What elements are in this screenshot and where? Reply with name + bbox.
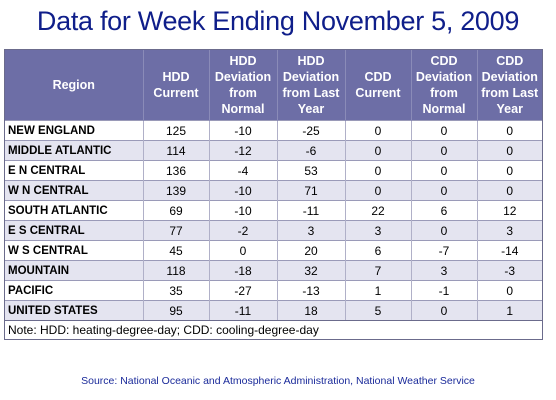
cell-cdd-deviation-last-year: 3 (477, 220, 542, 241)
table-row: MOUNTAIN 118 -18 32 7 3 -3 (5, 260, 542, 281)
cell-hdd-deviation-normal: -18 (209, 260, 278, 281)
cell-cdd-deviation-normal: 0 (411, 140, 478, 161)
cell-hdd-deviation-last-year: 18 (277, 300, 346, 320)
cell-cdd-deviation-normal: 3 (411, 260, 478, 281)
cell-hdd-deviation-last-year: 32 (277, 260, 346, 281)
cell-hdd-current: 136 (143, 160, 210, 181)
cell-hdd-current: 118 (143, 260, 210, 281)
cell-hdd-current: 125 (143, 120, 210, 141)
table-row: SOUTH ATLANTIC 69 -10 -11 22 6 12 (5, 200, 542, 221)
column-header-hdd-deviation-normal: HDD Deviation from Normal (209, 50, 278, 121)
table-row: W N CENTRAL 139 -10 71 0 0 0 (5, 180, 542, 201)
column-header-hdd-deviation-last-year: HDD Deviation from Last Year (277, 50, 346, 121)
cell-cdd-deviation-normal: 0 (411, 120, 478, 141)
cell-hdd-deviation-last-year: 71 (277, 180, 346, 201)
cell-cdd-deviation-normal: 0 (411, 300, 478, 320)
cell-cdd-current: 22 (345, 200, 412, 221)
cell-hdd-deviation-normal: -10 (209, 200, 278, 221)
cell-hdd-deviation-last-year: 20 (277, 240, 346, 261)
cell-hdd-deviation-last-year: -13 (277, 280, 346, 301)
cell-hdd-deviation-normal: -10 (209, 120, 278, 141)
cell-cdd-current: 0 (345, 140, 412, 161)
cell-cdd-deviation-last-year: 0 (477, 180, 542, 201)
cell-region: E N CENTRAL (5, 160, 144, 181)
source-citation: Source: National Oceanic and Atmospheric… (81, 375, 475, 387)
cell-cdd-current: 5 (345, 300, 412, 320)
column-header-hdd-current: HDD Current (143, 50, 210, 121)
cell-cdd-current: 7 (345, 260, 412, 281)
table-row: E N CENTRAL 136 -4 53 0 0 0 (5, 160, 542, 181)
cell-cdd-deviation-last-year: 0 (477, 140, 542, 161)
cell-cdd-deviation-last-year: 0 (477, 120, 542, 141)
cell-region: NEW ENGLAND (5, 120, 144, 141)
cell-hdd-deviation-normal: -11 (209, 300, 278, 320)
cell-hdd-current: 114 (143, 140, 210, 161)
cell-region: W S CENTRAL (5, 240, 144, 261)
cell-region: PACIFIC (5, 280, 144, 301)
column-header-cdd-current: CDD Current (345, 50, 412, 121)
cell-cdd-deviation-normal: 0 (411, 180, 478, 201)
cell-cdd-deviation-normal: -7 (411, 240, 478, 261)
cell-cdd-deviation-last-year: 0 (477, 160, 542, 181)
cell-cdd-current: 3 (345, 220, 412, 241)
table-row: W S CENTRAL 45 0 20 6 -7 -14 (5, 240, 542, 261)
cell-cdd-deviation-last-year: -14 (477, 240, 542, 261)
weather-data-table: Region HDD Current HDD Deviation from No… (4, 49, 543, 340)
page-title: Data for Week Ending November 5, 2009 (36, 6, 520, 36)
cell-cdd-deviation-normal: 0 (411, 160, 478, 181)
cell-hdd-current: 139 (143, 180, 210, 201)
cell-hdd-deviation-last-year: 53 (277, 160, 346, 181)
table-header-row: Region HDD Current HDD Deviation from No… (5, 50, 542, 121)
column-header-cdd-deviation-last-year: CDD Deviation from Last Year (477, 50, 542, 121)
cell-hdd-deviation-last-year: 3 (277, 220, 346, 241)
cell-hdd-deviation-normal: -10 (209, 180, 278, 201)
cell-cdd-current: 0 (345, 180, 412, 201)
cell-cdd-current: 6 (345, 240, 412, 261)
cell-cdd-deviation-last-year: 0 (477, 280, 542, 301)
cell-hdd-deviation-last-year: -25 (277, 120, 346, 141)
table-row: UNITED STATES 95 -11 18 5 0 1 (5, 300, 542, 320)
table-row: NEW ENGLAND 125 -10 -25 0 0 0 (5, 120, 542, 141)
cell-cdd-deviation-normal: 6 (411, 200, 478, 221)
cell-cdd-deviation-last-year: 1 (477, 300, 542, 320)
cell-region: E S CENTRAL (5, 220, 144, 241)
cell-cdd-deviation-normal: 0 (411, 220, 478, 241)
table-row: MIDDLE ATLANTIC 114 -12 -6 0 0 0 (5, 140, 542, 161)
cell-hdd-current: 69 (143, 200, 210, 221)
cell-region: MOUNTAIN (5, 260, 144, 281)
table-note: Note: HDD: heating-degree-day; CDD: cool… (5, 320, 542, 339)
cell-region: SOUTH ATLANTIC (5, 200, 144, 221)
cell-cdd-current: 1 (345, 280, 412, 301)
cell-hdd-current: 77 (143, 220, 210, 241)
table-row: PACIFIC 35 -27 -13 1 -1 0 (5, 280, 542, 301)
cell-hdd-deviation-last-year: -11 (277, 200, 346, 221)
cell-cdd-deviation-last-year: -3 (477, 260, 542, 281)
cell-hdd-deviation-last-year: -6 (277, 140, 346, 161)
cell-hdd-deviation-normal: -2 (209, 220, 278, 241)
cell-hdd-deviation-normal: 0 (209, 240, 278, 261)
cell-cdd-current: 0 (345, 160, 412, 181)
cell-cdd-current: 0 (345, 120, 412, 141)
cell-cdd-deviation-last-year: 12 (477, 200, 542, 221)
cell-hdd-deviation-normal: -12 (209, 140, 278, 161)
cell-region: UNITED STATES (5, 300, 144, 320)
table-row: E S CENTRAL 77 -2 3 3 0 3 (5, 220, 542, 241)
cell-hdd-current: 35 (143, 280, 210, 301)
cell-region: MIDDLE ATLANTIC (5, 140, 144, 161)
cell-region: W N CENTRAL (5, 180, 144, 201)
cell-hdd-current: 95 (143, 300, 210, 320)
cell-hdd-deviation-normal: -27 (209, 280, 278, 301)
column-header-cdd-deviation-normal: CDD Deviation from Normal (411, 50, 478, 121)
cell-hdd-deviation-normal: -4 (209, 160, 278, 181)
cell-hdd-current: 45 (143, 240, 210, 261)
column-header-region: Region (5, 50, 144, 121)
cell-cdd-deviation-normal: -1 (411, 280, 478, 301)
